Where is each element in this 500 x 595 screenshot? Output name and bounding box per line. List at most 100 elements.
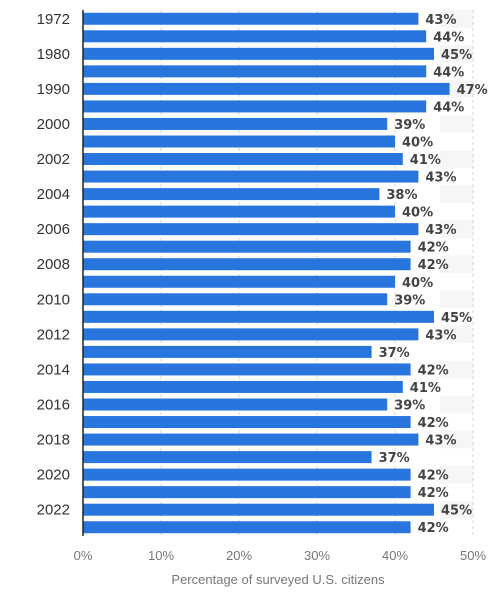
bar — [83, 135, 395, 148]
bar — [83, 468, 411, 481]
x-tick-label: 50% — [460, 548, 486, 563]
data-label: 43% — [425, 171, 456, 186]
row-band — [440, 10, 473, 28]
bar — [83, 328, 419, 341]
y-tick-label: 2020 — [37, 467, 70, 484]
row-band — [440, 465, 473, 484]
bar — [83, 451, 372, 464]
bar — [83, 47, 434, 60]
bar — [83, 153, 403, 166]
row-band — [440, 255, 473, 273]
data-label: 42% — [418, 469, 449, 484]
bar — [83, 100, 427, 113]
data-label: 44% — [433, 65, 464, 80]
data-label: 42% — [418, 416, 449, 431]
x-axis-label: Percentage of surveyed U.S. citizens — [171, 572, 385, 587]
row-band — [440, 45, 473, 63]
x-tick-label: 0% — [74, 548, 93, 563]
x-tick-labels: 0% 10% 20% 30% 40% 50% — [74, 548, 487, 563]
bar — [83, 205, 395, 218]
data-label: 41% — [410, 153, 441, 168]
bar — [83, 380, 403, 393]
bar — [83, 65, 427, 78]
bar — [83, 275, 395, 288]
row-band — [440, 430, 473, 449]
bar — [83, 258, 411, 271]
bar — [83, 363, 411, 376]
data-label: 45% — [441, 504, 472, 519]
data-labels: 43% 44% 45% 44% 47% 44% 39% 40% 41% 43% 38% 40% 43% 4… — [379, 13, 488, 536]
data-label: 42% — [418, 363, 449, 378]
bar — [83, 30, 427, 43]
y-tick-label: 1980 — [37, 46, 70, 63]
bar — [83, 521, 411, 534]
y-tick-labels: 1972 1980 1990 2000 2002 2004 2006 2008 2010 2012… — [37, 11, 70, 519]
bar — [83, 345, 372, 358]
row-band — [440, 220, 473, 238]
data-label: 40% — [402, 276, 433, 291]
bar — [83, 398, 388, 411]
bar — [83, 293, 388, 306]
data-label: 39% — [394, 118, 425, 133]
bar — [83, 117, 388, 130]
row-band — [440, 290, 473, 309]
data-label: 44% — [433, 100, 464, 115]
row-band — [440, 360, 473, 379]
x-tick-label: 30% — [304, 548, 330, 563]
data-label: 37% — [379, 346, 410, 361]
bar — [83, 12, 419, 25]
bar — [83, 82, 450, 95]
data-label: 42% — [418, 486, 449, 501]
data-label: 47% — [457, 83, 488, 98]
row-band — [440, 115, 473, 133]
data-label: 41% — [410, 381, 441, 396]
bar — [83, 433, 419, 446]
bar — [83, 503, 434, 516]
data-label: 43% — [425, 223, 456, 238]
bar — [83, 188, 380, 201]
bar — [83, 240, 411, 253]
bar — [83, 310, 434, 323]
data-label: 45% — [441, 311, 472, 326]
y-tick-label: 2008 — [37, 256, 70, 273]
y-tick-label: 2014 — [37, 361, 70, 378]
data-label: 39% — [394, 293, 425, 308]
data-label: 43% — [425, 434, 456, 449]
y-tick-label: 2016 — [37, 397, 70, 414]
gridlines — [160, 10, 474, 536]
data-label: 42% — [418, 241, 449, 256]
data-label: 40% — [402, 206, 433, 221]
row-band — [440, 500, 473, 519]
y-tick-label: 1990 — [37, 81, 70, 98]
row-band — [440, 325, 473, 344]
data-label: 42% — [418, 521, 449, 536]
y-tick-label: 2012 — [37, 326, 70, 343]
y-tick-label: 2002 — [37, 151, 70, 168]
y-tick-label: 2006 — [37, 221, 70, 238]
bar — [83, 170, 419, 183]
x-tick-label: 20% — [226, 548, 252, 563]
bar — [83, 223, 419, 236]
bars — [83, 12, 450, 534]
y-tick-label: 2004 — [37, 186, 70, 203]
data-label: 43% — [425, 328, 456, 343]
bar — [83, 486, 411, 499]
data-label: 45% — [441, 48, 472, 63]
x-tick-label: 40% — [382, 548, 408, 563]
row-band — [440, 150, 473, 168]
x-tick-label: 10% — [148, 548, 174, 563]
data-label: 39% — [394, 399, 425, 414]
data-label: 38% — [386, 188, 417, 203]
data-label: 43% — [425, 13, 456, 28]
bar — [83, 416, 411, 429]
row-band — [440, 185, 473, 203]
y-tick-label: 1972 — [37, 11, 70, 28]
row-band — [440, 395, 473, 414]
y-tick-label: 2022 — [37, 502, 70, 519]
y-tick-label: 2010 — [37, 291, 70, 308]
data-label: 40% — [402, 136, 433, 151]
data-label: 44% — [433, 30, 464, 45]
y-tick-label: 2000 — [37, 116, 70, 133]
y-tick-label: 2018 — [37, 432, 70, 449]
